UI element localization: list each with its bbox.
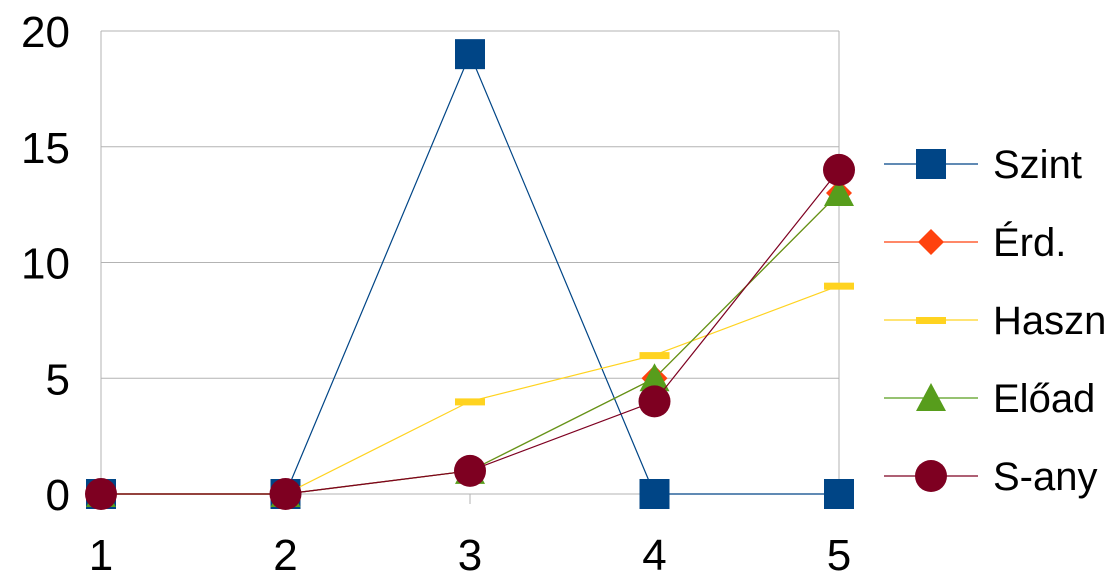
legend-marker: [916, 383, 946, 411]
legend-item: Előad: [884, 377, 1095, 421]
series-0: [86, 39, 854, 509]
legend-item: Haszn: [884, 299, 1106, 343]
series-group: [85, 39, 855, 510]
series-line: [101, 192, 840, 495]
legend-label: Szint: [993, 143, 1082, 187]
data-point: [823, 153, 855, 186]
y-tick-label: 10: [21, 240, 70, 289]
data-point: [269, 478, 302, 510]
y-tick-label: 15: [21, 124, 70, 173]
series-line: [101, 192, 840, 495]
legend-label: S-any: [993, 455, 1098, 499]
x-tick-label: 3: [458, 531, 482, 576]
series-4: [85, 153, 855, 510]
data-point: [85, 478, 117, 510]
y-axis-tick-labels: 0 5 10 15 20: [21, 8, 70, 520]
legend: Szint Érd. Haszn Előad S-any: [884, 143, 1106, 499]
series-line: [101, 169, 840, 495]
x-tick-label: 4: [642, 531, 666, 576]
series-line: [101, 52, 839, 495]
legend-marker: [916, 317, 946, 324]
grid-lines: [100, 30, 840, 504]
y-tick-label: 20: [21, 8, 70, 57]
legend-marker: [915, 460, 947, 492]
y-tick-label: 5: [46, 355, 70, 404]
legend-marker: [918, 229, 944, 255]
data-point: [639, 479, 670, 509]
x-tick-label: 2: [273, 531, 297, 576]
x-tick-label: 1: [89, 531, 113, 576]
legend-label: Érd.: [993, 220, 1066, 265]
legend-label: Előad: [993, 377, 1095, 421]
x-tick-label: 5: [827, 531, 851, 576]
legend-item: Érd.: [884, 220, 1066, 265]
data-point: [824, 282, 854, 290]
legend-label: Haszn: [993, 299, 1106, 343]
data-point: [639, 352, 670, 360]
y-tick-label: 0: [46, 471, 70, 520]
data-point: [454, 454, 486, 487]
data-point: [455, 398, 485, 406]
data-point: [824, 178, 854, 207]
legend-marker: [916, 149, 946, 179]
data-point: [639, 363, 670, 392]
data-point: [638, 385, 671, 418]
legend-item: Szint: [884, 143, 1082, 187]
x-axis-tick-labels: 1 2 3 4 5: [89, 531, 851, 580]
data-point: [455, 39, 485, 70]
legend-item: S-any: [884, 455, 1098, 499]
data-point: [824, 479, 854, 509]
